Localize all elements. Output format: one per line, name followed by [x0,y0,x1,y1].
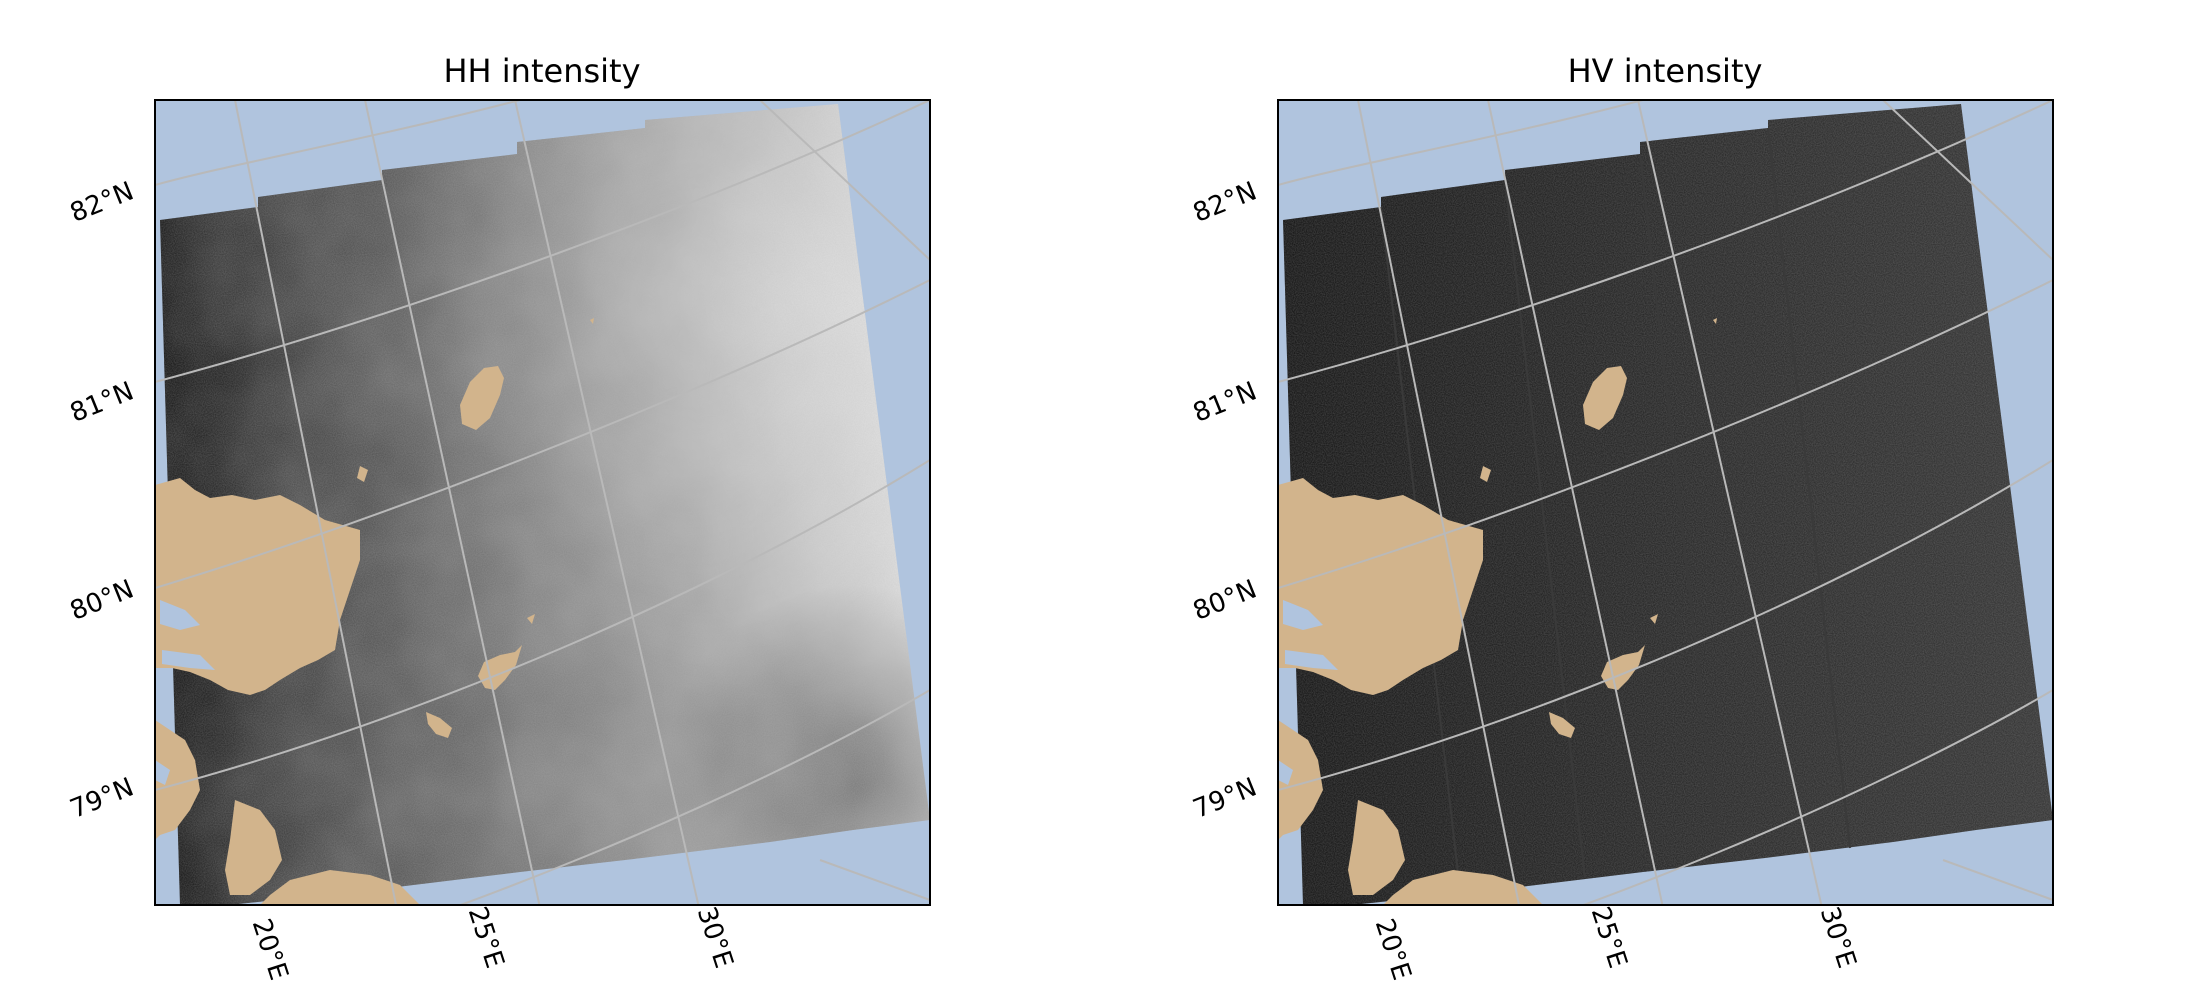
hv-panel: HV intensity [1189,52,2054,984]
hh-longitude-labels: 20°E 25°E 30°E [246,903,739,984]
hv-longitude-labels: 20°E 25°E 30°E [1369,903,1862,984]
hv-lon-label-30: 30°E [1814,903,1862,972]
hv-lat-label-81: 81°N [1189,376,1261,428]
hh-lon-label-20: 20°E [246,915,294,984]
hv-lat-label-80: 80°N [1189,574,1261,626]
hv-landmasses [1278,318,1717,905]
hv-lon-label-25: 25°E [1585,903,1633,972]
hh-lon-label-25: 25°E [462,903,510,972]
hh-lat-label-79: 79°N [66,772,138,824]
hv-lat-label-79: 79°N [1189,772,1261,824]
hv-panel-title: HV intensity [1568,52,1763,90]
hh-panel: HH intensity [66,52,931,984]
hh-lon-label-30: 30°E [691,903,739,972]
hv-map-frame [1277,99,2054,906]
hh-lat-label-81: 81°N [66,376,138,428]
hh-map-frame [154,99,931,906]
hh-lat-label-80: 80°N [66,574,138,626]
hv-lat-label-82: 82°N [1189,176,1261,228]
hh-landmasses [155,318,594,905]
hv-lon-label-20: 20°E [1369,915,1417,984]
hh-latitude-labels: 82°N 81°N 80°N 79°N [66,176,138,824]
hv-latitude-labels: 82°N 81°N 80°N 79°N [1189,176,1261,824]
hv-graticule [1278,100,2053,905]
hh-lat-label-82: 82°N [66,176,138,228]
hh-panel-title: HH intensity [443,52,640,90]
hh-graticule [155,100,930,905]
